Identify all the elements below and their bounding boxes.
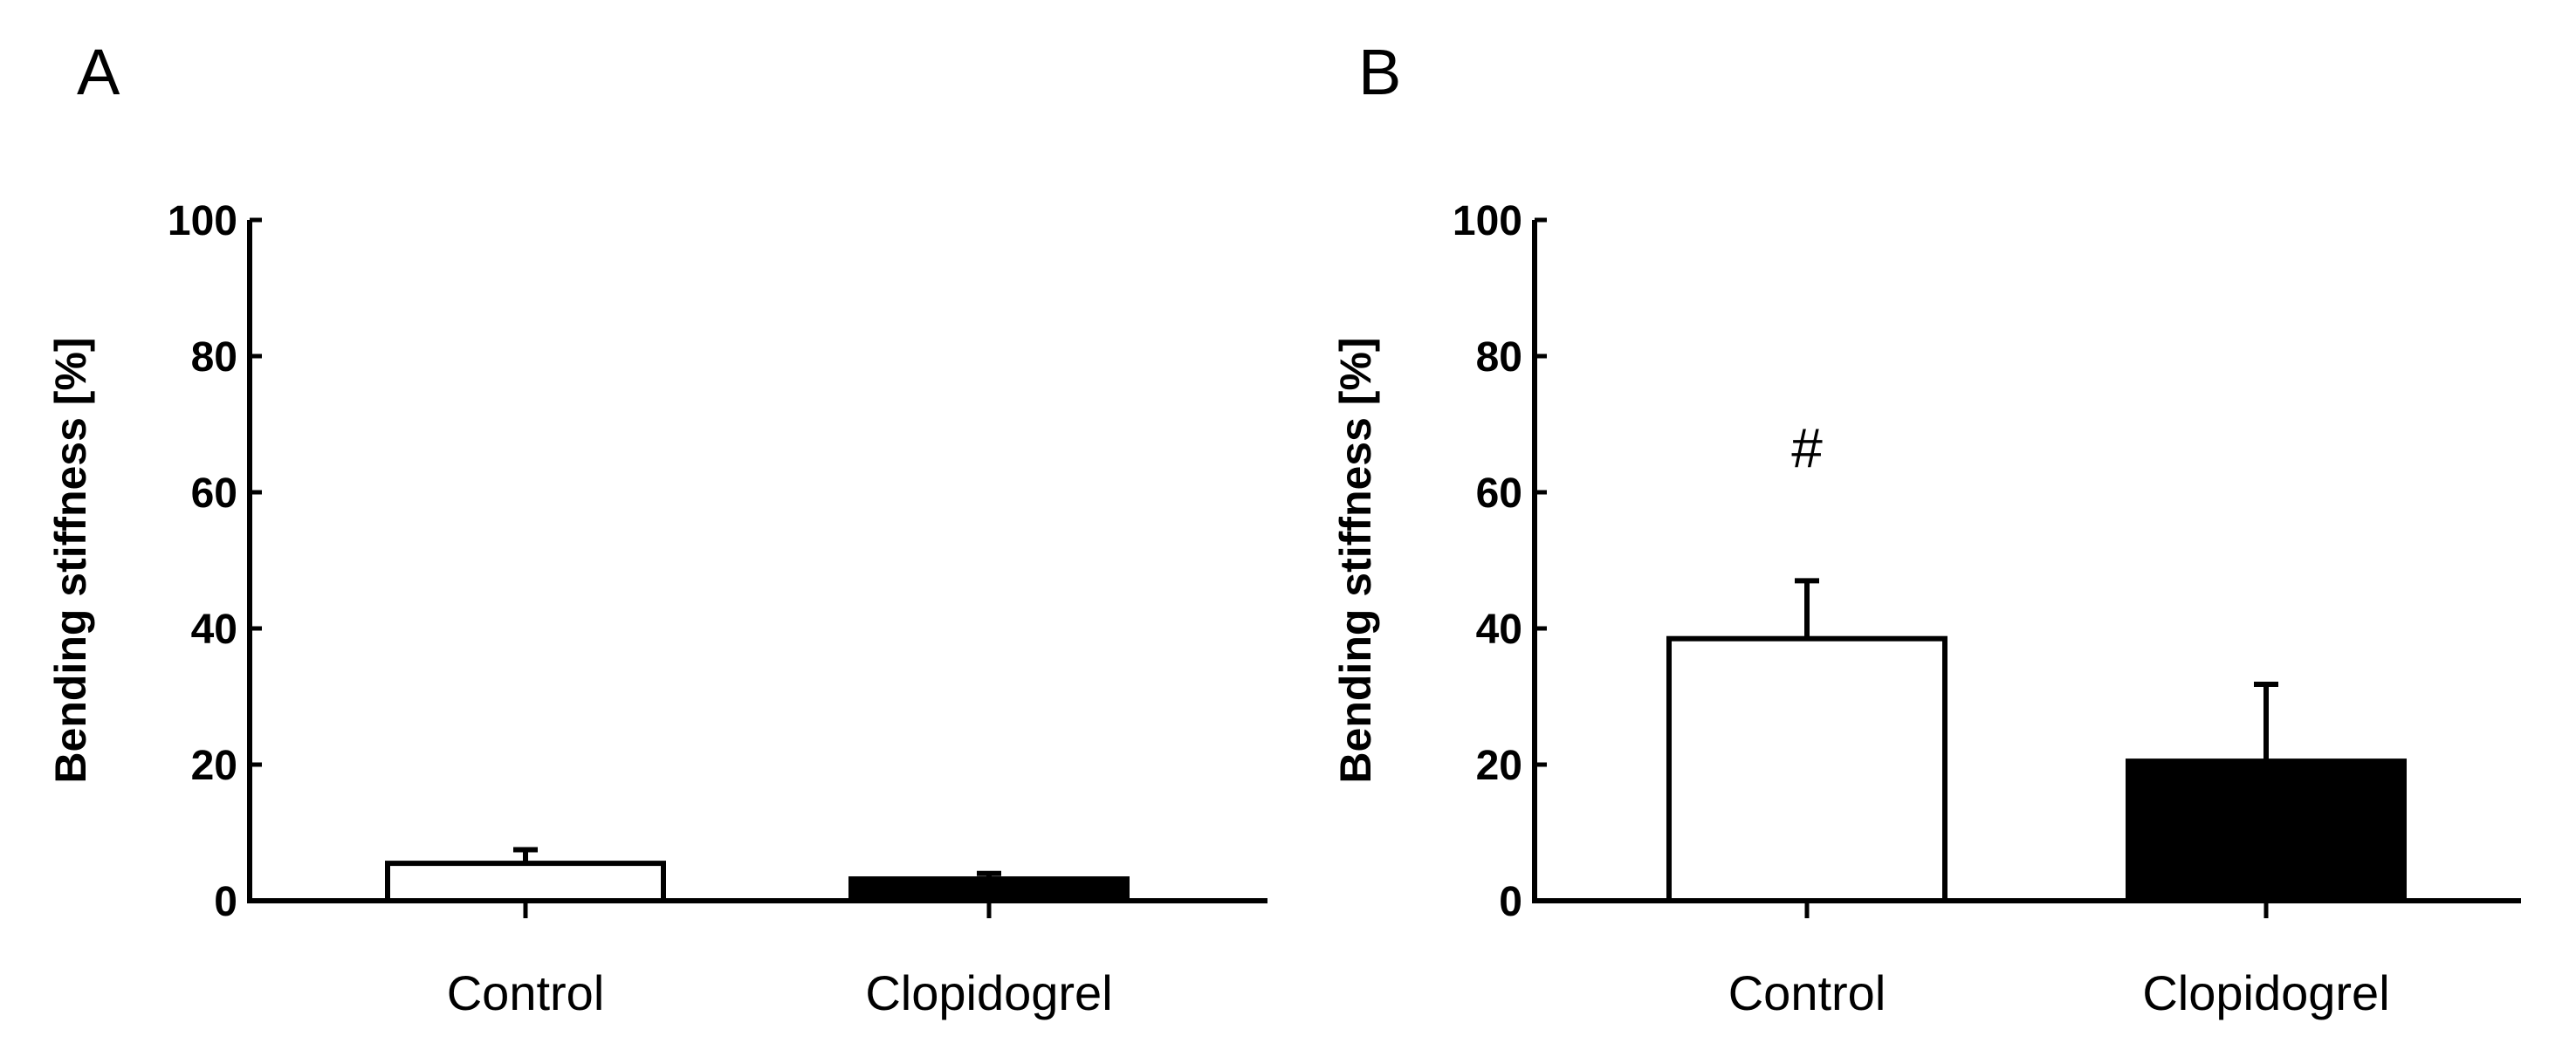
bar-control <box>385 861 666 903</box>
y-tick-label: 20 <box>1476 743 1522 789</box>
y-tick-label: 40 <box>191 607 237 653</box>
y-tick-label: 20 <box>191 743 237 789</box>
y-tick-label: 100 <box>1453 198 1522 244</box>
x-tick-label-control: Control <box>1728 965 1886 1020</box>
y-tick-label: 40 <box>1476 607 1522 653</box>
y-tick-label: 80 <box>1476 334 1522 381</box>
y-axis-label: Bending stiffness [%] <box>1331 337 1380 783</box>
x-tick-label-control: Control <box>447 965 605 1020</box>
x-tick-label-clopidogrel: Clopidogrel <box>865 965 1112 1020</box>
y-tick-label: 0 <box>1499 879 1522 925</box>
y-tick-label: 60 <box>191 470 237 517</box>
panel-label: A <box>77 36 120 108</box>
y-tick-label: 60 <box>1476 470 1522 517</box>
y-tick-label: 0 <box>214 879 237 925</box>
y-axis-label: Bending stiffness [%] <box>46 337 95 783</box>
chart-panel-b: B 0 20 40 60 80 100 Bending stiffness [%] Contro… <box>1331 36 2521 1020</box>
bar-clopidogrel <box>848 876 1130 903</box>
bar-clopidogrel <box>2126 758 2407 903</box>
bar-control <box>1666 635 1947 903</box>
significance-marker: # <box>1791 416 1823 479</box>
chart-panel-a: A 0 20 40 60 80 100 Bending stiffness [%] Contro… <box>46 36 1267 1020</box>
x-tick-label-clopidogrel: Clopidogrel <box>2142 965 2389 1020</box>
panel-label: B <box>1358 36 1401 108</box>
y-tick-label: 80 <box>191 334 237 381</box>
y-tick-label: 100 <box>168 198 237 244</box>
